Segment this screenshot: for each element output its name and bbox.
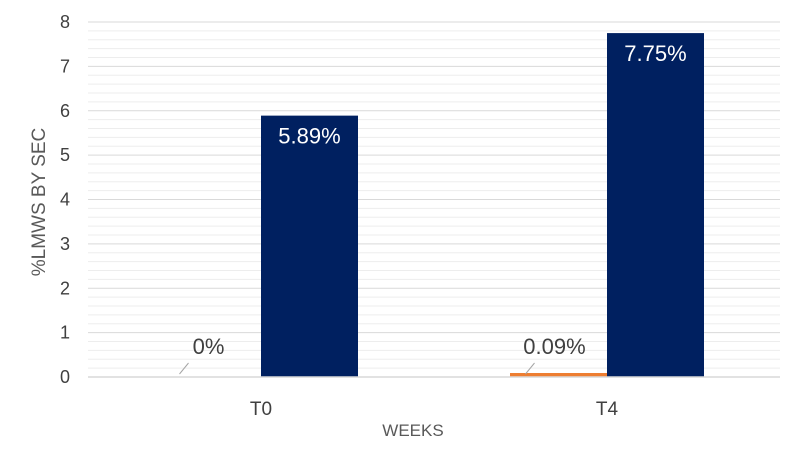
bar <box>607 33 704 377</box>
bar <box>261 115 358 377</box>
x-axis-categories: T0 T4 <box>250 399 619 420</box>
bar <box>510 373 607 377</box>
y-axis-title: %LMWS BY SEC <box>29 128 50 277</box>
data-label: 0% <box>193 334 225 359</box>
y-tick-label: 6 <box>60 101 70 121</box>
x-axis-title: WEEKS <box>382 421 443 440</box>
x-category-label: T0 <box>250 399 272 420</box>
x-category-label: T4 <box>596 399 619 420</box>
data-labels: 0% 5.89% 0.09% 7.75% <box>179 41 687 375</box>
y-tick-label: 3 <box>60 234 70 254</box>
y-tick-label: 8 <box>60 12 70 32</box>
y-tick-label: 4 <box>60 190 70 210</box>
data-label: 7.75% <box>624 41 686 66</box>
leader-line <box>525 362 535 375</box>
bars <box>261 33 704 377</box>
data-label: 5.89% <box>278 124 340 149</box>
y-tick-label: 2 <box>60 278 70 298</box>
leader-line <box>179 362 189 375</box>
y-tick-label: 7 <box>60 56 70 76</box>
y-tick-label: 0 <box>60 367 70 387</box>
y-axis-ticks: 0 1 2 3 4 5 6 7 8 <box>60 12 70 387</box>
data-label: 0.09% <box>523 334 585 359</box>
y-tick-label: 1 <box>60 323 70 343</box>
y-tick-label: 5 <box>60 145 70 165</box>
